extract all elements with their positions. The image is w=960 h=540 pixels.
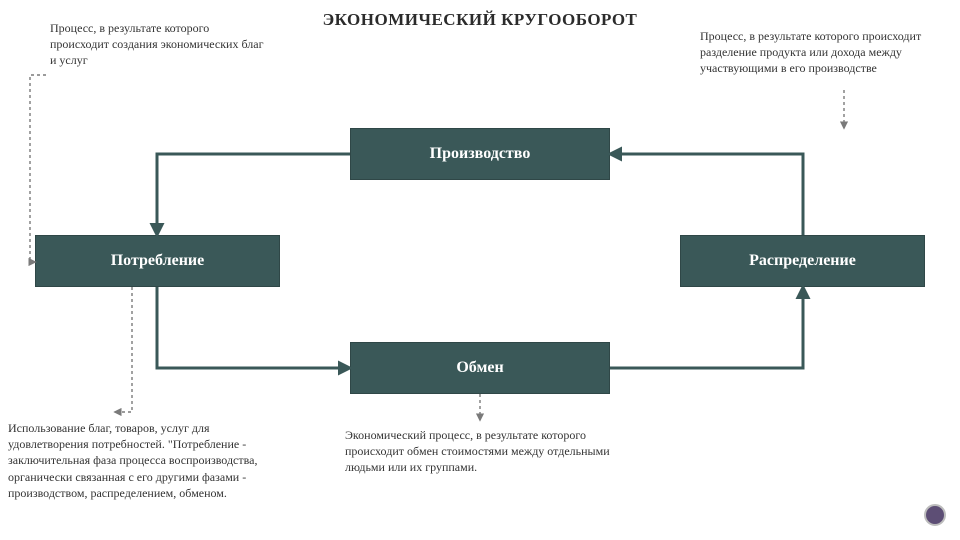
cycle-arrow bbox=[610, 154, 803, 235]
desc-exchange: Экономический процесс, в результате кото… bbox=[345, 427, 645, 476]
desc-distribution: Процесс, в результате которого происходи… bbox=[700, 28, 950, 77]
page-indicator-icon bbox=[924, 504, 946, 526]
annotation-arrow bbox=[115, 287, 132, 412]
node-distribution: Распределение bbox=[680, 235, 925, 287]
desc-production: Процесс, в результате которого происходи… bbox=[50, 20, 265, 69]
node-consumption: Потребление bbox=[35, 235, 280, 287]
cycle-arrow bbox=[157, 154, 350, 235]
cycle-arrow bbox=[157, 287, 350, 368]
node-exchange: Обмен bbox=[350, 342, 610, 394]
node-production: Производство bbox=[350, 128, 610, 180]
cycle-arrow bbox=[610, 287, 803, 368]
annotation-arrow bbox=[30, 75, 46, 262]
desc-consumption: Использование благ, товаров, услуг для у… bbox=[8, 420, 278, 501]
